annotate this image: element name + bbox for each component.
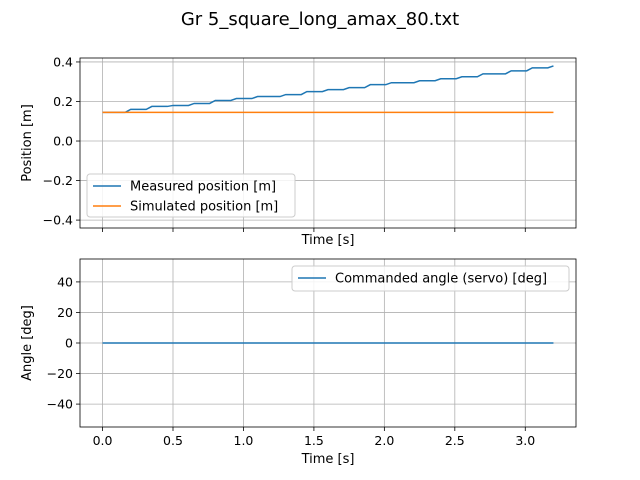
- x-tick-label: 2.5: [445, 433, 465, 448]
- legend-entry: Simulated position [m]: [130, 200, 278, 215]
- x-tick-label: 1.0: [234, 433, 254, 448]
- legend: Measured position [m] Simulated position …: [86, 173, 296, 218]
- x-tick-label: 1.5: [304, 433, 324, 448]
- axes-frame: [79, 57, 577, 229]
- y-tick-label: −0.2: [43, 173, 73, 188]
- y-tick-label: 20: [57, 305, 73, 320]
- x-tick-label: 0.0: [93, 433, 113, 448]
- x-tick-label: 3.0: [515, 433, 535, 448]
- series-line-measured-position: [102, 65, 554, 114]
- y-tick-label: −40: [47, 397, 73, 412]
- x-axis-label: Time [s]: [301, 233, 355, 248]
- y-tick-label: 0.0: [53, 134, 73, 149]
- x-axis-label: Time [s]: [301, 452, 355, 467]
- legend-entry: Commanded angle (servo) [deg]: [335, 272, 547, 287]
- legend-box: [86, 173, 296, 218]
- y-axis-label: Angle [deg]: [20, 305, 35, 381]
- figure-title: Gr 5_square_long_amax_80.txt: [181, 9, 459, 30]
- position-subplot: −0.4 −0.2 0.0 0.2 0.4 Time [s] Position [m] Mea…: [20, 54, 577, 248]
- legend-entry: Measured position [m]: [130, 180, 276, 195]
- legend-box: [291, 265, 570, 292]
- y-tick-label: 40: [57, 274, 73, 289]
- legend: Commanded angle (servo) [deg]: [291, 265, 570, 292]
- y-tick-label: 0.4: [53, 54, 73, 69]
- y-axis-label: Position [m]: [20, 104, 35, 182]
- x-tick-label: 2.0: [374, 433, 394, 448]
- angle-subplot: 0.0 0.5 1.0 1.5 2.0 2.5 3.0 −40 −20 0 20 40 Time [s]…: [20, 258, 577, 467]
- x-tick-label: 0.5: [163, 433, 183, 448]
- y-tick-label: 0: [65, 336, 73, 351]
- y-tick-label: 0.2: [53, 94, 73, 109]
- y-tick-label: −20: [47, 366, 73, 381]
- y-tick-label: −0.4: [43, 213, 73, 228]
